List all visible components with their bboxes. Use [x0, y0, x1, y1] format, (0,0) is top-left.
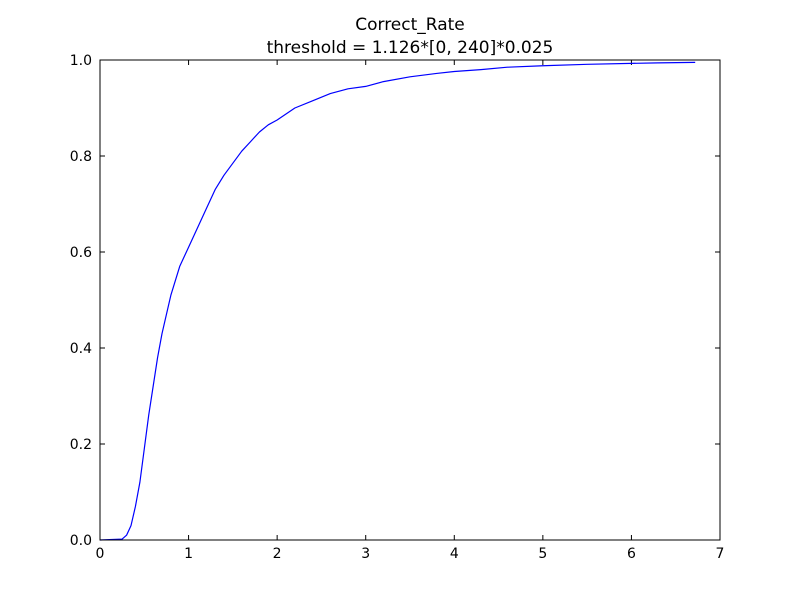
y-tick-label: 0.6 [70, 245, 92, 261]
y-tick-label: 0.8 [70, 149, 92, 165]
y-tick-label: 0.2 [70, 437, 92, 453]
plot-frame [99, 59, 721, 541]
y-tick-label: 1.0 [70, 53, 92, 69]
x-tick-label: 0 [96, 546, 105, 562]
x-tick-label: 6 [627, 546, 636, 562]
x-tick-label: 5 [538, 546, 547, 562]
series-line-0 [99, 61, 696, 541]
x-tick-label: 4 [450, 546, 459, 562]
y-tick-label: 0.4 [70, 341, 92, 357]
x-tick-label: 2 [273, 546, 282, 562]
x-tick-label: 7 [716, 546, 725, 562]
tick-labels-layer: 0 1 2 3 4 5 6 7 0.0 0.2 0.4 0.6 0.8 1.0 [70, 53, 725, 562]
chart-title: Correct_Rate [355, 15, 465, 35]
x-tick-label: 1 [184, 546, 193, 562]
series-layer [99, 61, 696, 541]
x-tick-label: 3 [361, 546, 370, 562]
chart-subtitle: threshold = 1.126*[0, 240]*0.025 [267, 38, 554, 58]
y-tick-label: 0.0 [70, 533, 92, 549]
